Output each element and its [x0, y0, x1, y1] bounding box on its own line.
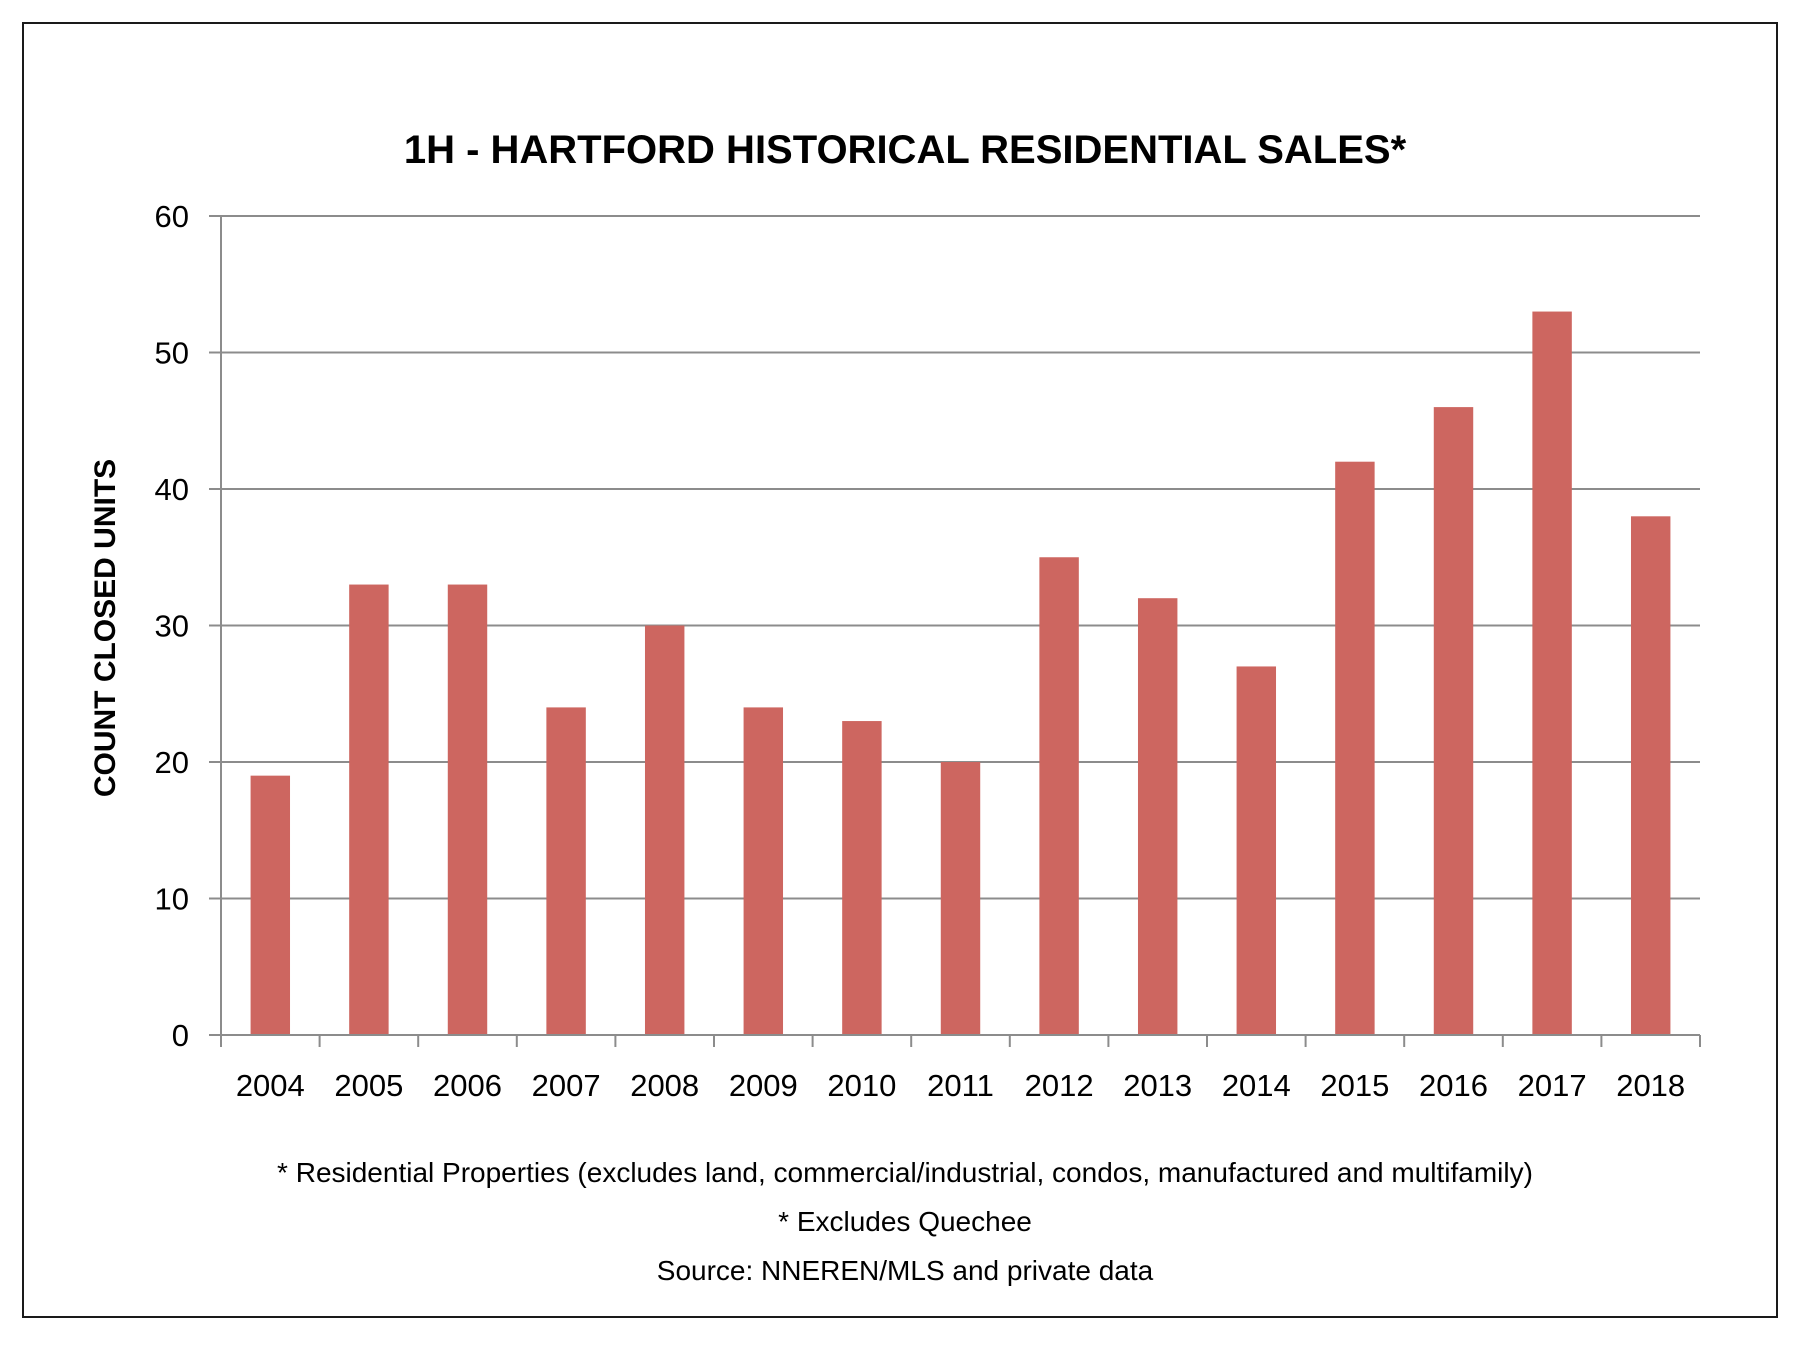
y-tick-label: 50 [155, 336, 189, 371]
x-tick-label: 2018 [1616, 1068, 1685, 1103]
x-tick-label: 2016 [1419, 1068, 1488, 1103]
x-tick-label: 2006 [433, 1068, 502, 1103]
chart-title: 1H - HARTFORD HISTORICAL RESIDENTIAL SAL… [404, 128, 1407, 172]
y-tick-label: 20 [155, 745, 189, 780]
bar-2006 [447, 584, 488, 1035]
bar-2007 [546, 707, 586, 1035]
x-tick-label: 2012 [1025, 1068, 1094, 1103]
y-tick-label: 10 [155, 882, 189, 917]
x-tick-label: 2017 [1518, 1068, 1587, 1103]
bar-2015 [1335, 461, 1375, 1035]
y-axis-label: COUNT CLOSED UNITS [89, 459, 122, 797]
y-tick-label: 0 [172, 1018, 189, 1053]
bar-2016 [1433, 407, 1474, 1036]
x-tick-label: 2008 [630, 1068, 699, 1103]
bar-2008 [644, 625, 685, 1035]
x-tick-label: 2014 [1222, 1068, 1291, 1103]
bar-2018 [1630, 516, 1671, 1035]
footnote-quechee: * Excludes Quechee [778, 1206, 1032, 1237]
bar-2013 [1137, 598, 1178, 1035]
y-tick-label: 40 [155, 472, 189, 507]
y-tick-label: 60 [155, 199, 189, 234]
bar-2005 [349, 584, 389, 1035]
bar-2012 [1039, 557, 1079, 1035]
x-tick-label: 2013 [1123, 1068, 1192, 1103]
footnote-residential: * Residential Properties (excludes land,… [277, 1157, 1533, 1188]
bar-2014 [1236, 666, 1277, 1035]
bar-2011 [940, 762, 981, 1035]
bar-2017 [1532, 311, 1572, 1035]
x-tick-label: 2004 [236, 1068, 305, 1103]
x-tick-label: 2010 [827, 1068, 896, 1103]
x-tick-label: 2005 [334, 1068, 403, 1103]
bar-2009 [743, 707, 784, 1035]
x-tick-label: 2009 [729, 1068, 798, 1103]
footnote-source: Source: NNEREN/MLS and private data [657, 1255, 1154, 1286]
axes [209, 215, 1701, 1047]
y-tick-label: 30 [155, 609, 189, 644]
x-tick-label: 2015 [1320, 1068, 1389, 1103]
x-tick-label: 2007 [532, 1068, 601, 1103]
y-tick-labels: 0 10 20 30 40 50 60 [155, 199, 189, 1053]
chart-frame [22, 22, 1778, 1318]
x-tick-label: 2011 [927, 1068, 994, 1103]
bar-2010 [842, 721, 882, 1035]
x-tick-labels: 2004 2005 2006 2007 2008 2009 2010 2011 2012 2013… [236, 1068, 1685, 1103]
bars [250, 311, 1671, 1036]
bar-2004 [250, 775, 291, 1035]
